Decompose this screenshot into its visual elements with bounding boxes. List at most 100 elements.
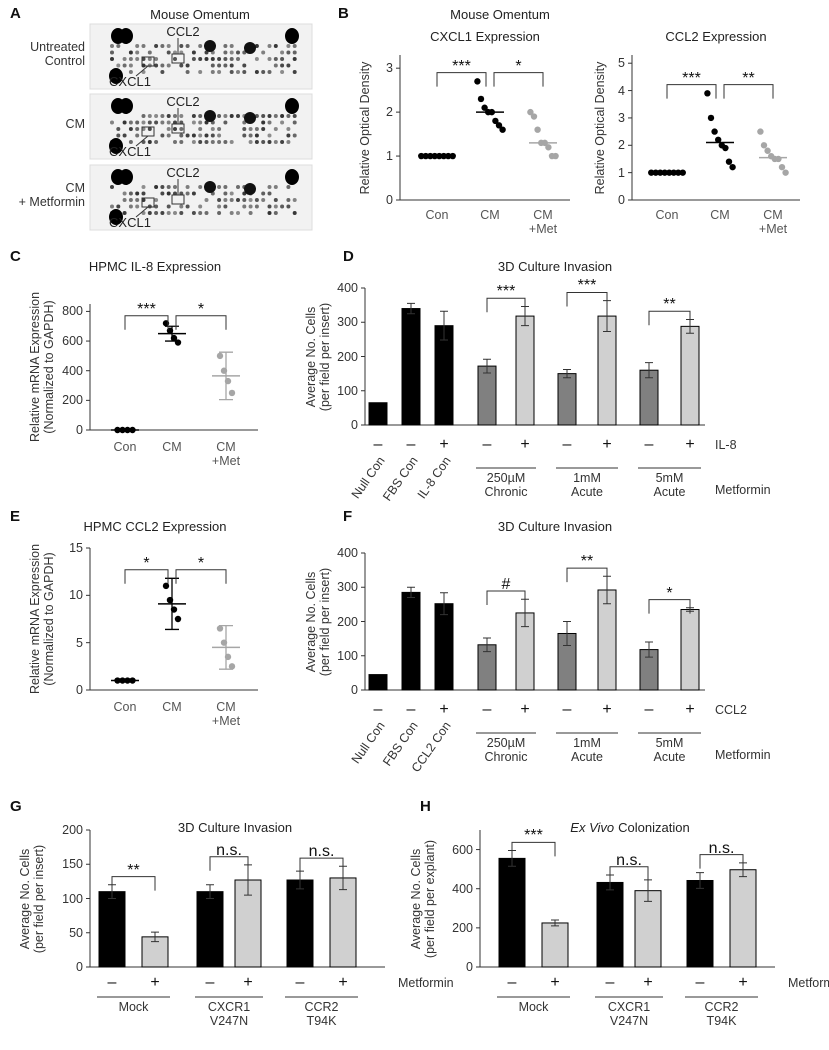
blot-spot xyxy=(135,198,140,202)
blot-spot xyxy=(223,63,228,68)
significance-bracket xyxy=(486,297,526,313)
chart-title: 3D Culture Invasion xyxy=(177,820,293,835)
blot-spot xyxy=(185,63,190,68)
group-label: 1mM Acute xyxy=(571,471,603,499)
y-axis-label: Relative mRNA Expression (Normalized to … xyxy=(28,543,56,695)
blot-blob xyxy=(244,183,256,195)
blot-spot xyxy=(267,114,272,118)
blot-spot xyxy=(166,211,171,215)
significance-label: ** xyxy=(742,69,755,87)
blot-spot xyxy=(128,127,133,131)
blot-spot xyxy=(248,140,253,144)
blot-spot xyxy=(160,114,165,118)
blot-spot xyxy=(166,133,171,138)
y-tick-label: 0 xyxy=(618,193,625,207)
blot-spot xyxy=(267,70,272,74)
blot-spot xyxy=(179,44,184,48)
blot-spot xyxy=(273,140,278,144)
significance-bracket xyxy=(666,84,717,99)
blot-spot xyxy=(223,140,228,144)
blot-spot xyxy=(191,50,196,55)
significance-bracket xyxy=(124,569,169,584)
panel-letter: G xyxy=(10,798,22,815)
blot-spot xyxy=(286,133,291,138)
blot-spot xyxy=(110,204,114,209)
y-tick-label: 5 xyxy=(618,56,625,71)
factor-label: Metformin xyxy=(788,976,829,990)
significance-label: * xyxy=(197,554,205,572)
blot-spot xyxy=(280,140,285,144)
bar xyxy=(634,890,662,968)
blot-spot xyxy=(110,120,114,125)
sign-label: – xyxy=(482,701,492,718)
data-point xyxy=(722,144,729,152)
blot-spot xyxy=(135,50,140,55)
y-tick-label: 1 xyxy=(618,165,625,180)
blot-spot xyxy=(110,185,114,189)
blot-spot xyxy=(261,140,266,144)
blot-spot xyxy=(229,44,234,48)
error-bar xyxy=(440,310,448,341)
significance-label: n.s. xyxy=(616,851,642,869)
significance-bracket xyxy=(493,72,544,87)
y-tick-label: 100 xyxy=(337,383,358,398)
sign-label: – xyxy=(205,974,215,991)
sign-label: – xyxy=(373,701,383,718)
blot-spot xyxy=(223,191,228,196)
bar xyxy=(515,315,535,426)
blot-spot xyxy=(135,204,140,209)
blot-spot xyxy=(154,114,159,118)
blot-spot xyxy=(198,120,203,125)
sign-label: – xyxy=(644,701,654,718)
blot-spot xyxy=(223,120,228,125)
blot-spot xyxy=(210,133,215,138)
blot-spot xyxy=(198,211,203,215)
blot-spot xyxy=(173,185,177,189)
blot-spot xyxy=(248,127,253,131)
blot-spot xyxy=(273,57,278,61)
blot-spot xyxy=(191,114,196,118)
spot-label: CXCL1 xyxy=(109,144,151,159)
group-label: Mock xyxy=(518,1000,549,1014)
error-bar xyxy=(206,884,214,899)
blot-spot xyxy=(185,191,190,196)
blot-spot xyxy=(191,191,196,196)
y-tick-label: 10 xyxy=(69,588,83,603)
blot-spot xyxy=(198,114,203,118)
blot-spot xyxy=(191,140,196,144)
significance-label: ** xyxy=(663,296,676,314)
blot-spot xyxy=(135,191,140,196)
blot-spot xyxy=(267,120,272,125)
blot-spot xyxy=(229,114,234,118)
spot-label: CCL2 xyxy=(166,24,200,39)
blot-spot xyxy=(166,44,171,48)
data-point xyxy=(707,114,715,122)
panel-title: Mouse Omentum xyxy=(450,7,550,22)
data-point xyxy=(648,169,655,176)
panel-letter: H xyxy=(420,798,431,815)
blot-spot xyxy=(261,198,266,202)
blot-spot xyxy=(185,44,190,48)
blot-spot xyxy=(286,140,291,144)
cxcl1-pointer xyxy=(135,206,149,218)
significance-label: # xyxy=(501,576,511,594)
error-bar xyxy=(563,621,571,646)
y-tick-label: 2 xyxy=(618,138,625,153)
chart-title: 3D Culture Invasion xyxy=(497,519,613,534)
blot-spot xyxy=(160,185,165,189)
blot-spot xyxy=(210,140,215,144)
significance-bracket xyxy=(299,857,344,873)
bar xyxy=(639,369,659,426)
x-tick-label: Con xyxy=(113,440,137,454)
panel-letter: A xyxy=(10,5,21,22)
y-axis-label: Relative mRNA Expression (Normalized to … xyxy=(28,291,56,443)
sign-label: + xyxy=(520,701,530,718)
bar xyxy=(680,325,700,426)
blot-spot xyxy=(154,120,159,125)
y-tick-label: 0 xyxy=(351,418,358,432)
error-bar xyxy=(219,624,233,670)
blot-spot xyxy=(122,57,127,61)
blot-spot xyxy=(160,211,165,215)
bar xyxy=(401,308,421,426)
row-label: CM + Metformin xyxy=(18,181,85,209)
